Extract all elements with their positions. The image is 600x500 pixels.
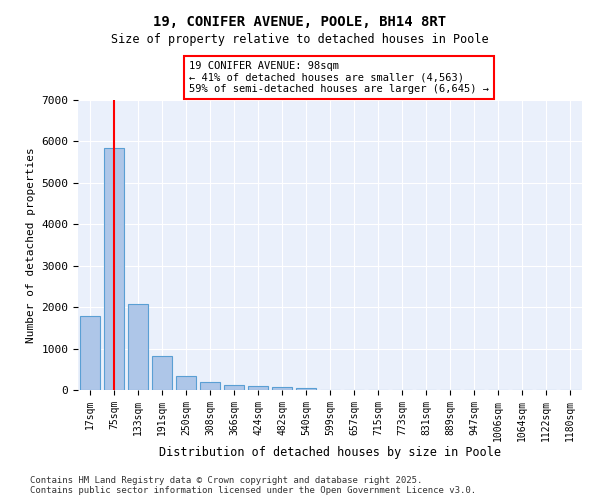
Text: 19 CONIFER AVENUE: 98sqm
← 41% of detached houses are smaller (4,563)
59% of sem: 19 CONIFER AVENUE: 98sqm ← 41% of detach… [189,61,489,94]
Bar [200,382,220,390]
X-axis label: Distribution of detached houses by size in Poole: Distribution of detached houses by size … [159,446,501,460]
Bar [272,386,292,390]
Bar [80,316,100,390]
Bar [296,388,316,390]
Bar [104,148,124,390]
Bar [224,386,244,390]
Bar [128,304,148,390]
Text: Contains HM Land Registry data © Crown copyright and database right 2025.
Contai: Contains HM Land Registry data © Crown c… [30,476,476,495]
Text: Size of property relative to detached houses in Poole: Size of property relative to detached ho… [111,32,489,46]
Text: 19, CONIFER AVENUE, POOLE, BH14 8RT: 19, CONIFER AVENUE, POOLE, BH14 8RT [154,15,446,29]
Bar [152,356,172,390]
Bar [248,386,268,390]
Y-axis label: Number of detached properties: Number of detached properties [26,147,36,343]
Bar [176,376,196,390]
